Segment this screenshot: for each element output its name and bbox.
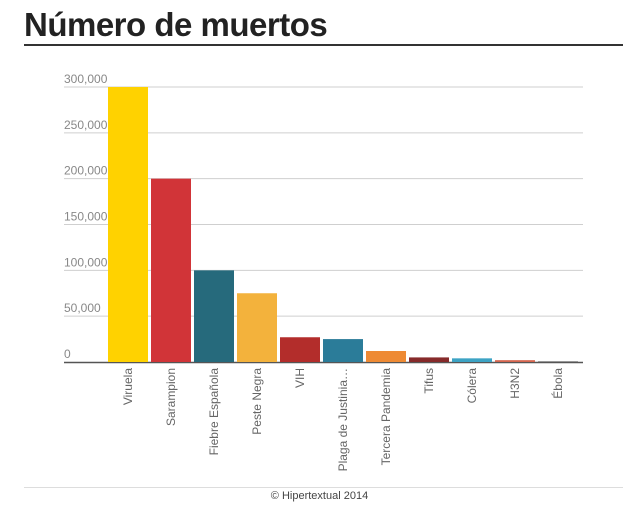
x-tick-label: Viruela [121, 368, 135, 405]
bar[interactable] [151, 178, 191, 362]
x-tick-label: Peste Negra [250, 368, 264, 435]
y-tick-label: 150,000 [64, 210, 108, 224]
labels-layer: 0 50,000 100,000 150,000 200,000 250,000 300,0… [64, 72, 565, 471]
x-tick-label: Ébola [550, 368, 565, 399]
y-tick-label: 300,000 [64, 72, 108, 86]
bar[interactable] [495, 360, 535, 362]
bar[interactable] [366, 351, 406, 362]
bar[interactable] [538, 361, 578, 362]
y-tick-label: 200,000 [64, 164, 108, 178]
x-tick-label: Sarampion [164, 368, 178, 426]
y-tick-label: 250,000 [64, 118, 108, 132]
bar[interactable] [237, 293, 277, 362]
bar[interactable] [409, 357, 449, 362]
footer-divider [24, 487, 623, 488]
chart-title: Número de muertos [24, 6, 328, 43]
bar[interactable] [323, 339, 363, 362]
bar[interactable] [194, 270, 234, 362]
footer-credit: © Hipertextual 2014 [270, 490, 369, 502]
x-tick-label: VIH [293, 368, 307, 388]
x-tick-label: H3N2 [508, 368, 522, 399]
y-tick-label: 50,000 [64, 301, 101, 315]
grid-layer [64, 86, 583, 364]
bar[interactable] [452, 358, 492, 362]
y-tick-label: 100,000 [64, 255, 108, 269]
x-tick-label: Tercera Pandemia [379, 368, 393, 466]
x-tick-label: Cólera [465, 368, 479, 404]
y-tick-label: 0 [64, 347, 71, 361]
x-tick-label: Tifus [422, 368, 436, 394]
title-divider [24, 44, 623, 46]
bar[interactable] [108, 87, 148, 362]
bar[interactable] [280, 337, 320, 362]
x-tick-label: Plaga de Justinia… [336, 368, 350, 471]
bars-layer [108, 87, 578, 362]
x-tick-label: Fiebre Española [207, 368, 221, 456]
